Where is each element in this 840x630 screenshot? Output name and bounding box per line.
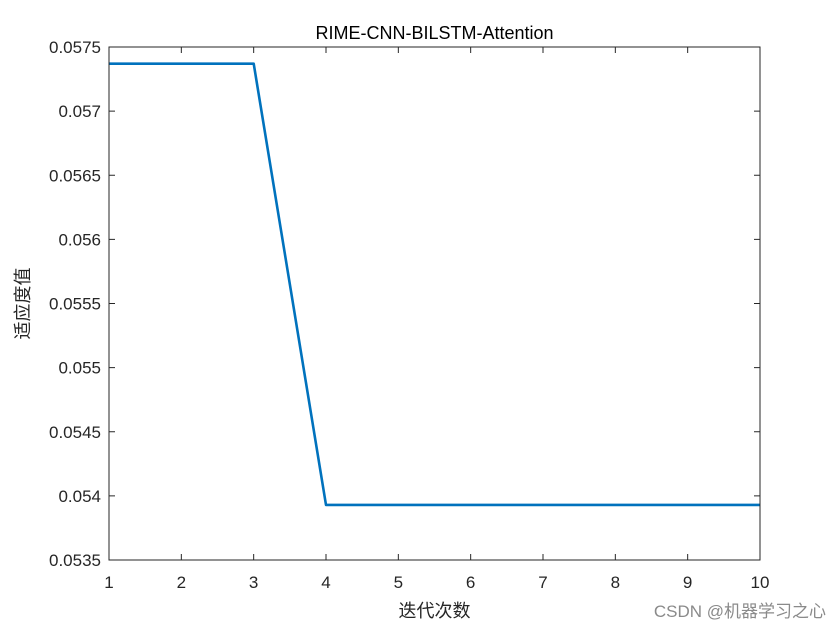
x-tick-label: 4 — [321, 573, 330, 592]
y-tick-label: 0.054 — [58, 487, 101, 506]
chart-title: RIME-CNN-BILSTM-Attention — [315, 23, 553, 43]
y-tick-label: 0.0575 — [49, 38, 101, 57]
y-axis-ticks: 0.0535 0.054 0.0545 0.055 0.0555 0.056 0.0565 0… — [49, 38, 760, 570]
y-tick-label: 0.056 — [58, 230, 101, 249]
x-tick-label: 3 — [249, 573, 258, 592]
x-tick-label: 10 — [751, 573, 770, 592]
x-tick-label: 7 — [538, 573, 547, 592]
y-tick-label: 0.055 — [58, 359, 101, 378]
y-tick-label: 0.057 — [58, 102, 101, 121]
x-tick-label: 5 — [394, 573, 403, 592]
x-tick-label: 2 — [177, 573, 186, 592]
y-tick-label: 0.0535 — [49, 551, 101, 570]
watermark-text: CSDN @机器学习之心 — [654, 602, 826, 621]
x-axis-label: 迭代次数 — [399, 601, 471, 622]
plot-area — [109, 47, 760, 560]
y-tick-label: 0.0565 — [49, 166, 101, 185]
series-line — [109, 62, 760, 507]
y-tick-label: 0.0555 — [49, 295, 101, 314]
x-tick-label: 9 — [683, 573, 692, 592]
series-lines — [109, 62, 760, 507]
x-axis-ticks: 1 2 3 4 5 6 7 8 9 10 — [104, 47, 769, 592]
y-tick-label: 0.0545 — [49, 423, 101, 442]
axes-box — [108, 46, 761, 561]
x-tick-label: 6 — [466, 573, 475, 592]
x-tick-label: 8 — [611, 573, 620, 592]
x-tick-label: 1 — [104, 573, 113, 592]
y-axis-label: 适应度值 — [13, 268, 34, 340]
